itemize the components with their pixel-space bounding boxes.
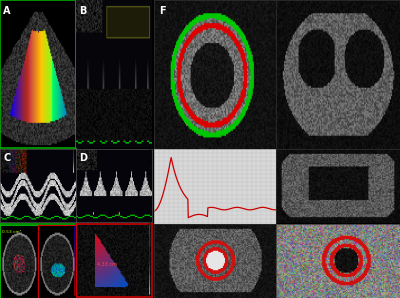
Text: F: F	[159, 6, 166, 16]
Text: E: E	[3, 226, 10, 236]
Text: D: D	[79, 153, 87, 163]
Text: 0.53 cm²: 0.53 cm²	[2, 230, 21, 234]
Text: C: C	[3, 153, 10, 163]
Text: 4.77 cm: 4.77 cm	[21, 265, 41, 270]
Text: 4.33 cm: 4.33 cm	[97, 262, 117, 267]
Text: A: A	[3, 6, 10, 16]
Text: B: B	[79, 6, 86, 16]
